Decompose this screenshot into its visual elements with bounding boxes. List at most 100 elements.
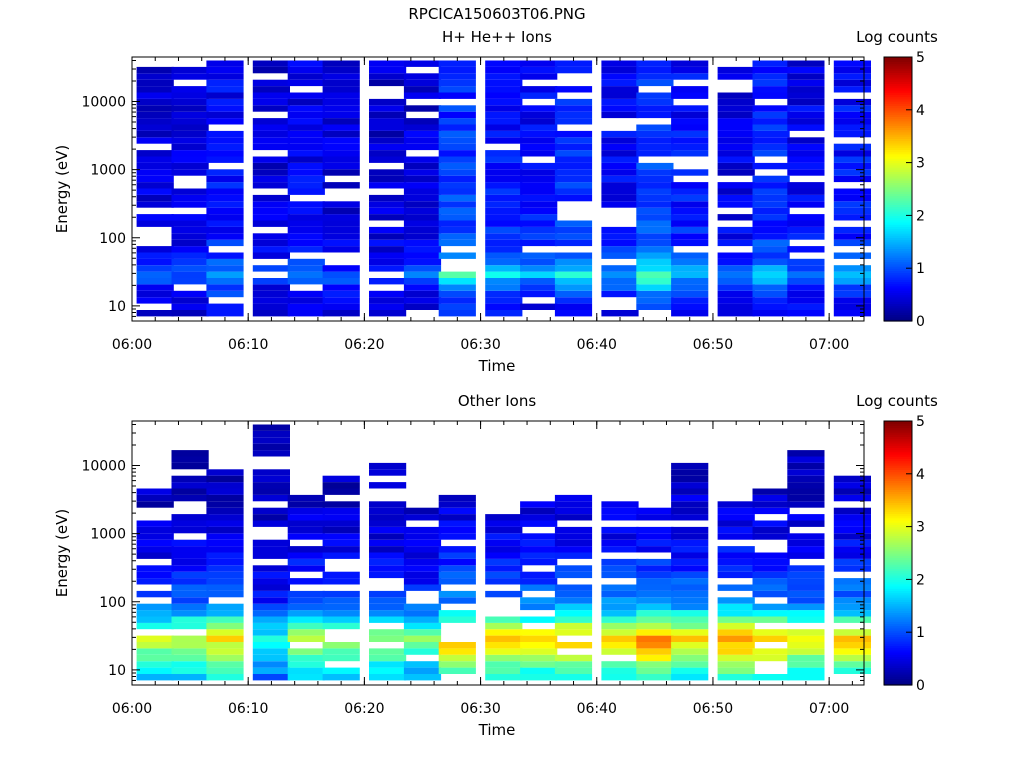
heatmap-cell bbox=[438, 501, 476, 508]
colorbar-segment bbox=[884, 625, 912, 629]
colorbar-segment bbox=[884, 451, 912, 455]
heatmap-cell bbox=[636, 111, 674, 119]
colorbar-segment bbox=[884, 502, 912, 506]
heatmap-cell bbox=[717, 546, 755, 553]
heatmap-cell bbox=[520, 137, 558, 144]
heatmap-cell bbox=[717, 616, 755, 623]
heatmap-cell bbox=[787, 143, 825, 151]
colorbar-segment bbox=[884, 134, 912, 137]
heatmap-cell bbox=[554, 571, 593, 579]
heatmap-cell bbox=[636, 207, 674, 215]
heatmap-cell bbox=[520, 654, 558, 662]
heatmap-cell bbox=[520, 578, 558, 585]
colorbar-segment bbox=[884, 281, 912, 285]
heatmap-cell bbox=[554, 526, 593, 534]
heatmap-cell bbox=[671, 674, 709, 681]
heatmap-cell bbox=[206, 603, 244, 611]
heatmap-cell bbox=[671, 603, 709, 611]
heatmap-cell bbox=[206, 239, 244, 247]
heatmap-cell bbox=[252, 124, 290, 131]
heatmap-cell bbox=[287, 98, 325, 106]
heatmap-cell bbox=[287, 73, 325, 80]
heatmap-cell bbox=[671, 290, 709, 298]
heatmap-cell bbox=[717, 622, 755, 630]
heatmap-cell bbox=[287, 137, 325, 144]
colorbar-segment bbox=[884, 138, 912, 142]
heatmap-cell bbox=[485, 162, 523, 170]
heatmap-cell bbox=[717, 533, 755, 540]
colorbar-segment bbox=[884, 605, 912, 609]
heatmap-cell bbox=[322, 284, 360, 291]
heatmap-cell bbox=[136, 578, 174, 585]
heatmap-cell bbox=[136, 162, 174, 170]
y-tick-label: 10 bbox=[108, 663, 126, 679]
heatmap-cell bbox=[520, 571, 558, 579]
heatmap-cell bbox=[520, 539, 558, 547]
heatmap-cell bbox=[485, 175, 523, 183]
heatmap-cell bbox=[438, 143, 476, 151]
heatmap-cell bbox=[671, 558, 709, 566]
heatmap-cell bbox=[369, 661, 407, 668]
heatmap-cell bbox=[554, 667, 593, 674]
heatmap-cell bbox=[671, 278, 709, 285]
heatmap-cell bbox=[438, 597, 476, 604]
heatmap-cell bbox=[287, 297, 325, 304]
x-tick-label: 06:40 bbox=[577, 337, 617, 353]
heatmap-cell bbox=[520, 86, 558, 93]
heatmap-cell bbox=[438, 661, 476, 668]
heatmap-cell bbox=[252, 629, 290, 636]
heatmap-cell bbox=[601, 661, 639, 668]
heatmap-cell bbox=[171, 488, 209, 495]
heatmap-cell bbox=[322, 674, 360, 681]
heatmap-cell bbox=[601, 130, 639, 138]
colorbar-segment bbox=[884, 603, 912, 607]
heatmap-cell bbox=[206, 654, 244, 662]
heatmap-cell bbox=[671, 105, 709, 112]
colorbar-segment bbox=[884, 211, 912, 214]
heatmap-cell bbox=[369, 169, 407, 176]
heatmap-cell bbox=[787, 111, 825, 119]
heatmap-cell bbox=[206, 565, 244, 572]
heatmap-cell bbox=[206, 60, 244, 67]
heatmap-cell bbox=[671, 252, 709, 259]
heatmap-cell bbox=[787, 137, 825, 144]
heatmap-cell bbox=[136, 297, 174, 304]
heatmap-cell bbox=[136, 130, 174, 138]
heatmap-cell bbox=[206, 66, 244, 74]
heatmap-cell bbox=[717, 648, 755, 655]
heatmap-cell bbox=[554, 629, 593, 636]
colorbar-segment bbox=[884, 467, 912, 470]
heatmap-cell bbox=[287, 501, 325, 508]
colorbar-segment bbox=[884, 548, 912, 552]
heatmap-cell bbox=[752, 207, 790, 215]
heatmap-cell bbox=[601, 246, 639, 253]
heatmap-cell bbox=[752, 130, 790, 138]
heatmap-cell bbox=[438, 667, 476, 674]
heatmap-cell bbox=[554, 150, 593, 157]
heatmap-cell bbox=[752, 654, 790, 662]
heatmap-cell bbox=[636, 558, 674, 566]
heatmap-cell bbox=[322, 66, 360, 74]
heatmap-cell bbox=[403, 60, 442, 67]
heatmap-cell bbox=[322, 520, 360, 527]
heatmap-cell bbox=[554, 130, 593, 138]
heatmap-cell bbox=[206, 194, 244, 202]
heatmap-cell bbox=[171, 667, 209, 674]
x-tick-label: 06:30 bbox=[460, 701, 500, 717]
heatmap-cell bbox=[171, 603, 209, 611]
colorbar-tick-label: 2 bbox=[916, 572, 925, 588]
heatmap-cell bbox=[601, 667, 639, 674]
heatmap-cell bbox=[671, 616, 709, 623]
colorbar-segment bbox=[884, 219, 912, 223]
colorbar-segment bbox=[884, 303, 912, 307]
heatmap-cell bbox=[369, 194, 407, 202]
heatmap-cell bbox=[671, 207, 709, 215]
heatmap-cell bbox=[520, 143, 558, 151]
heatmap-cell bbox=[171, 137, 209, 144]
heatmap-cell bbox=[833, 558, 871, 566]
heatmap-cell bbox=[322, 622, 360, 630]
colorbar-segment bbox=[884, 524, 912, 528]
heatmap-cell bbox=[206, 469, 244, 476]
heatmap-cell bbox=[520, 258, 558, 266]
heatmap-cell bbox=[206, 475, 244, 483]
